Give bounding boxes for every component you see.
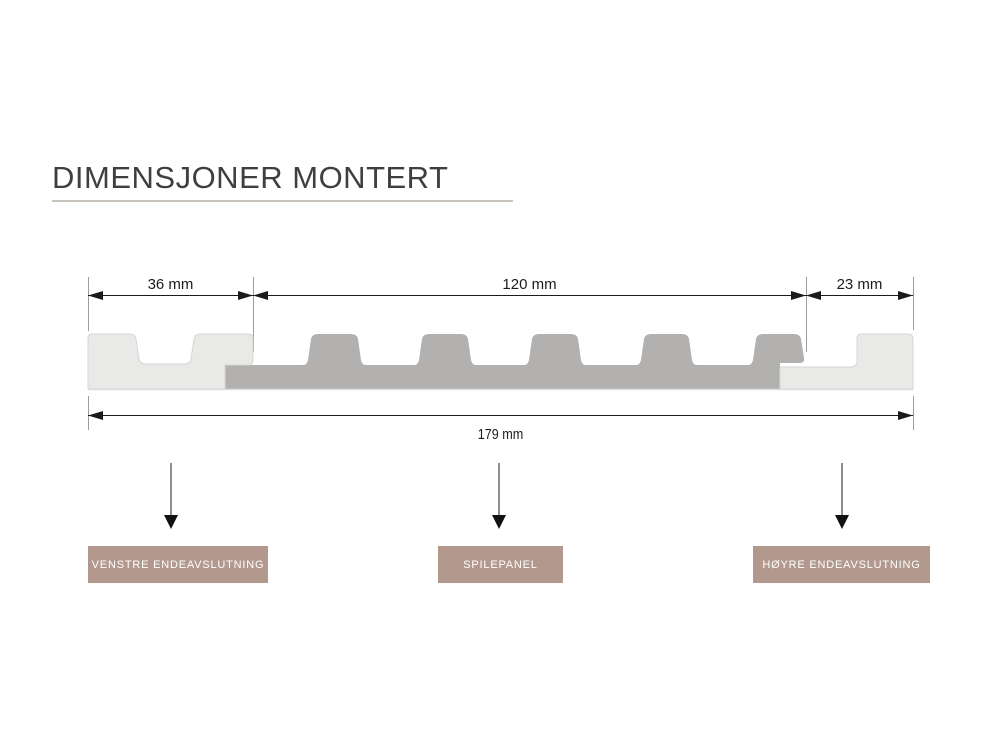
- right-end-cap-profile: [779, 333, 914, 390]
- arrowhead-right: [791, 291, 806, 300]
- arrowhead-right: [898, 411, 913, 420]
- arrowhead-right: [898, 291, 913, 300]
- callout-spilepanel: SPILEPANEL: [438, 546, 563, 583]
- down-arrowhead: [835, 515, 849, 529]
- dimension-line-36mm: [88, 291, 253, 300]
- slat-panel-profile: [225, 334, 805, 389]
- dimension-label-120mm: 120 mm: [502, 276, 557, 293]
- dimension-label-23mm: 23 mm: [836, 276, 883, 293]
- dimension-label-179mm: 179 mm: [477, 426, 524, 443]
- arrowhead-left: [806, 291, 821, 300]
- page-title: DIMENSJONER MONTERT: [52, 160, 449, 195]
- arrowhead-left: [88, 291, 103, 300]
- down-arrowhead: [164, 515, 178, 529]
- dimension-label-36mm: 36 mm: [147, 276, 194, 293]
- dimension-line-23mm: [806, 291, 913, 300]
- arrowhead-left: [253, 291, 268, 300]
- arrowhead-right: [238, 291, 253, 300]
- left-end-cap-profile: [87, 333, 254, 390]
- callout-arrow-right: [835, 463, 849, 529]
- dimension-line-120mm: [253, 291, 806, 300]
- callout-arrow-left: [164, 463, 178, 529]
- dimension-line-179mm: [88, 411, 913, 420]
- down-arrowhead: [492, 515, 506, 529]
- callout-arrow-middle: [492, 463, 506, 529]
- arrowhead-left: [88, 411, 103, 420]
- callout-hoyre-endeavslutning: HØYRE ENDEAVSLUTNING: [753, 546, 930, 583]
- title-underline: [52, 200, 513, 202]
- callout-venstre-endeavslutning: VENSTRE ENDEAVSLUTNING: [88, 546, 268, 583]
